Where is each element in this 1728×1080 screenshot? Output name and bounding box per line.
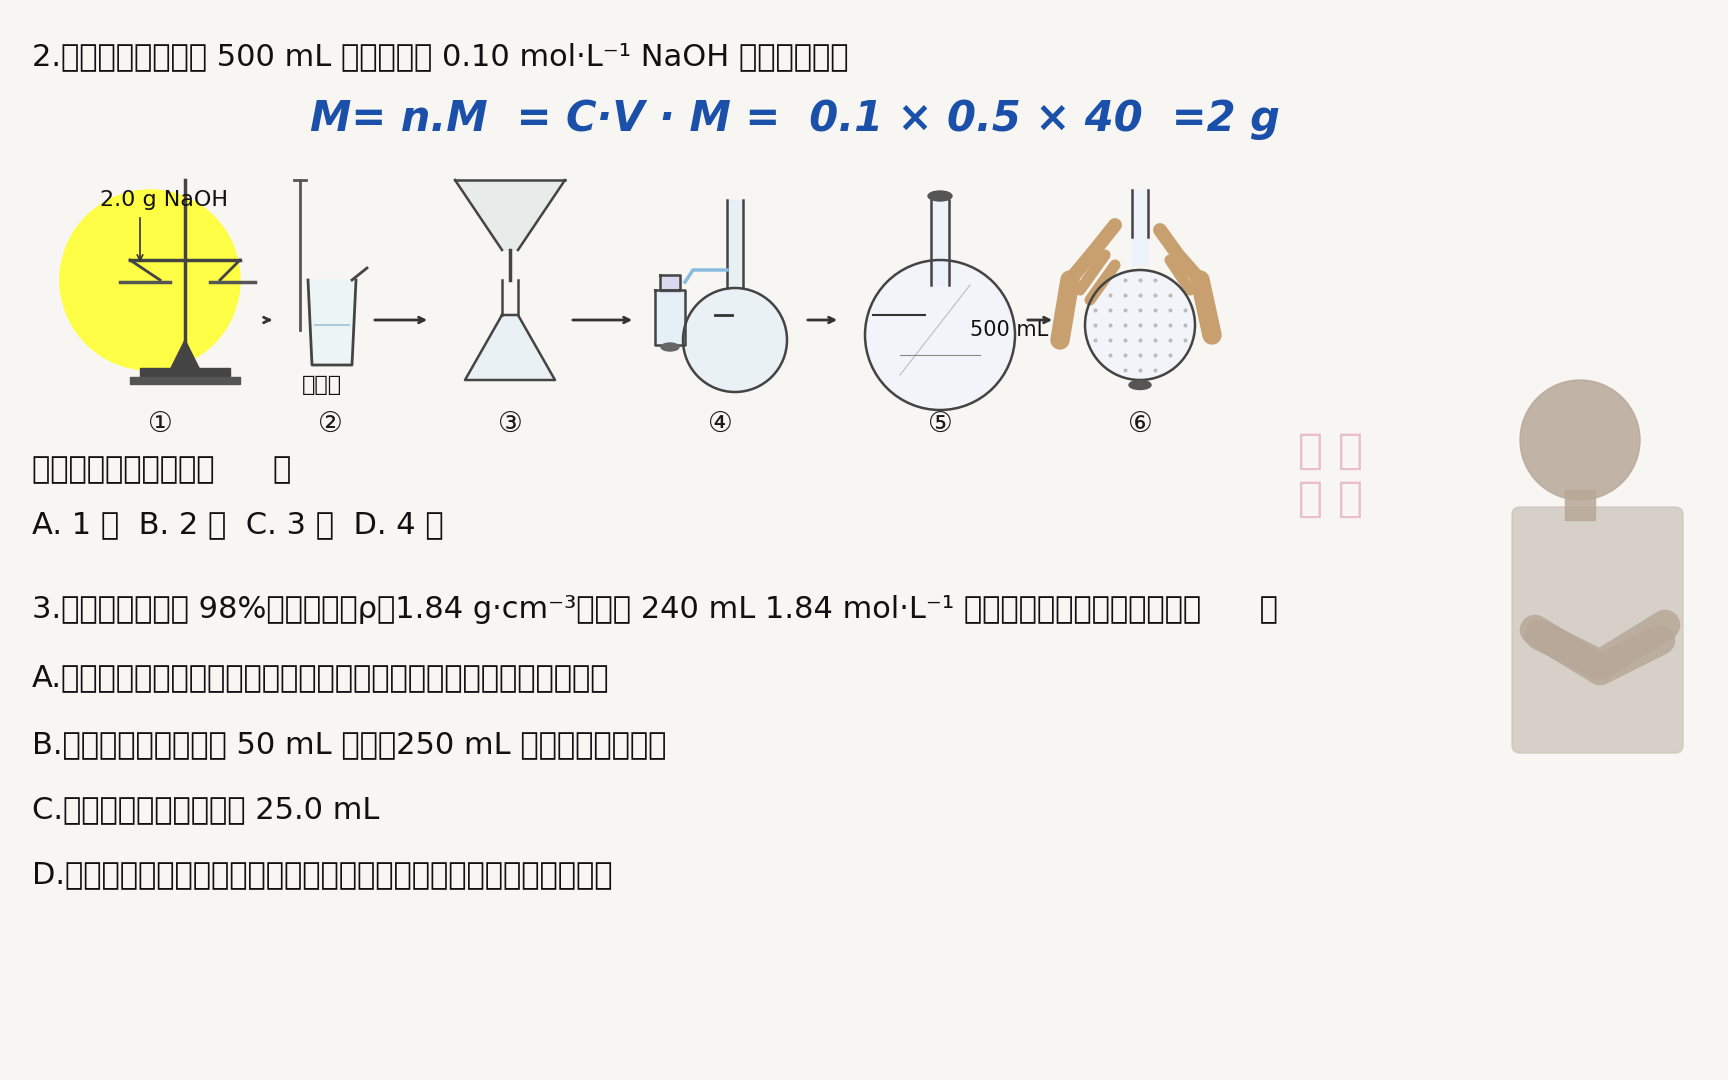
Text: 500 mL: 500 mL [969, 320, 1049, 340]
Text: 蒸馏水: 蒸馏水 [302, 375, 342, 395]
Bar [140, 368, 230, 378]
Text: 2.0 g NaOH: 2.0 g NaOH [100, 190, 228, 210]
Bar [931, 200, 949, 285]
Text: 永: 永 [1298, 430, 1322, 472]
Bar [727, 200, 743, 288]
Bar [655, 291, 684, 345]
Polygon shape [308, 280, 356, 365]
Text: ⑥: ⑥ [1128, 410, 1153, 438]
Circle shape [60, 190, 240, 370]
Text: 3.　用质量分数为 98%的浓硫酸（ρ＝1.84 g·cm⁻³）配制 240 mL 1.84 mol·L⁻¹ 稀硫酸，下列操作正确的是（      ）: 3. 用质量分数为 98%的浓硫酸（ρ＝1.84 g·cm⁻³）配制 240 m… [33, 595, 1279, 624]
Bar [660, 275, 681, 292]
Polygon shape [169, 340, 200, 370]
Text: B.　必需的定量仪器有 50 mL 量筒、250 mL 容量瓶和托盘天平: B. 必需的定量仪器有 50 mL 量筒、250 mL 容量瓶和托盘天平 [33, 730, 667, 759]
Text: ④: ④ [707, 410, 733, 438]
Ellipse shape [662, 343, 679, 351]
Text: C.　量取浓硫酸的体积为 25.0 mL: C. 量取浓硫酸的体积为 25.0 mL [33, 795, 380, 824]
Text: M= n.M  = C·V · M =  0.1 × 0.5 × 40  =2 g: M= n.M = C·V · M = 0.1 × 0.5 × 40 =2 g [309, 98, 1280, 140]
Polygon shape [454, 180, 565, 249]
Ellipse shape [928, 191, 952, 201]
Bar [130, 377, 240, 384]
Circle shape [1085, 270, 1196, 380]
Text: 该同学的错误步骤有（      ）: 该同学的错误步骤有（ ） [33, 455, 292, 484]
FancyBboxPatch shape [1512, 507, 1683, 753]
Bar [1566, 490, 1595, 519]
Ellipse shape [1128, 380, 1151, 390]
Text: 化: 化 [1298, 478, 1322, 519]
Text: A.　将蒸馏水缓慢注入盛有一定量浓硫酸的烧杯中，并不断撅拌至冷却: A. 将蒸馏水缓慢注入盛有一定量浓硫酸的烧杯中，并不断撅拌至冷却 [33, 663, 610, 692]
Circle shape [866, 260, 1014, 410]
Bar [1132, 190, 1147, 265]
Text: ②: ② [318, 410, 342, 438]
Circle shape [683, 288, 786, 392]
Circle shape [1521, 380, 1640, 500]
Text: 2.　下图是某同学用 500 mL 容量瓶配制 0.10 mol·L⁻¹ NaOH 溶液的过程：: 2. 下图是某同学用 500 mL 容量瓶配制 0.10 mol·L⁻¹ NaO… [33, 42, 848, 71]
Text: 老: 老 [1337, 430, 1362, 472]
Text: ①: ① [147, 410, 173, 438]
Text: D.　先在容量瓶中加入适量水，将量好的浓硫酸注入容量瓶，加水定容: D. 先在容量瓶中加入适量水，将量好的浓硫酸注入容量瓶，加水定容 [33, 860, 612, 889]
Text: A. 1 处  B. 2 处  C. 3 处  D. 4 处: A. 1 处 B. 2 处 C. 3 处 D. 4 处 [33, 510, 444, 539]
Text: ③: ③ [498, 410, 522, 438]
Text: 学: 学 [1337, 478, 1362, 519]
Polygon shape [465, 315, 555, 380]
Text: ⑤: ⑤ [928, 410, 952, 438]
